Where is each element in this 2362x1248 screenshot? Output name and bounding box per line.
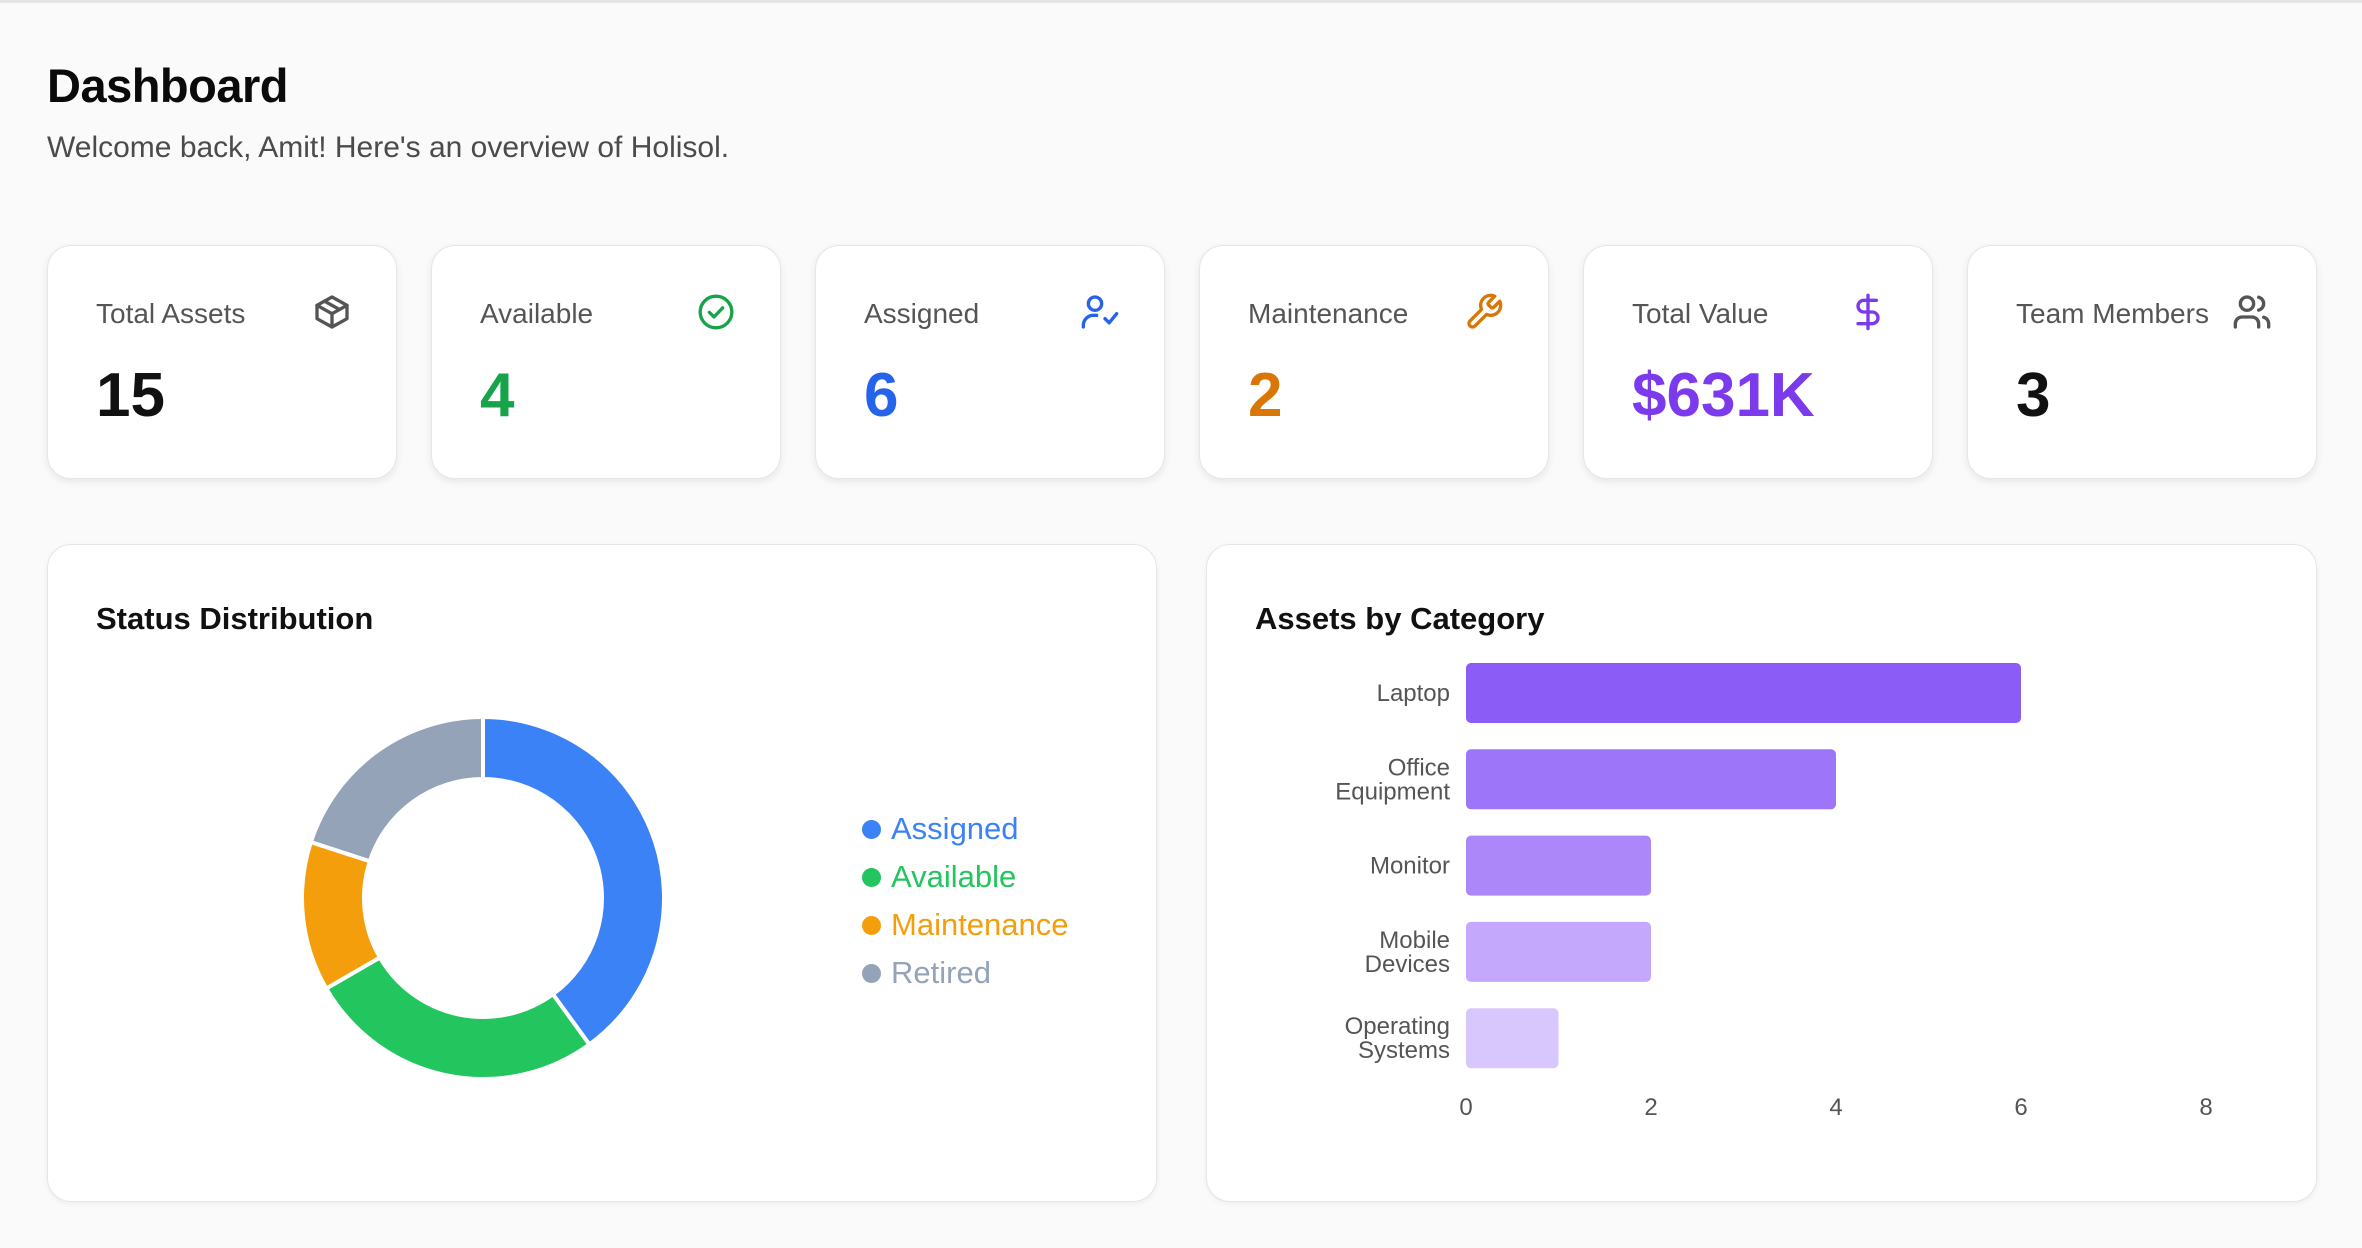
box-icon xyxy=(312,292,352,332)
stat-value: 6 xyxy=(864,361,899,430)
category-label: Systems xyxy=(1358,1037,1450,1064)
x-tick-label: 0 xyxy=(1459,1094,1472,1121)
legend-label: Available xyxy=(891,859,1017,894)
assets-by-category-panel: Assets by Category Laptop Office Equipment… xyxy=(1206,544,2317,1202)
stat-value: 4 xyxy=(480,361,515,430)
legend-dot xyxy=(862,915,881,935)
users-icon xyxy=(2232,292,2272,332)
bar-operating-systems xyxy=(1466,1008,1559,1069)
category-label: Office xyxy=(1388,754,1450,781)
page-subtitle: Welcome back, Amit! Here's an overview o… xyxy=(47,131,730,164)
x-tick-label: 2 xyxy=(1644,1094,1657,1121)
legend-dot xyxy=(862,867,881,887)
legend-dot xyxy=(862,819,881,839)
category-label: Mobile xyxy=(1379,927,1450,954)
stat-value: $631K xyxy=(1632,361,1815,430)
panel-title: Status Distribution xyxy=(96,601,374,636)
stats-row: Total Assets 15 Available 4 Assigned 6 M… xyxy=(47,245,2317,479)
legend-dot xyxy=(862,963,881,983)
stat-card-total-assets: Total Assets 15 xyxy=(47,245,397,479)
x-tick-label: 8 xyxy=(2199,1094,2212,1121)
x-tick-label: 4 xyxy=(1829,1094,1842,1121)
stat-card-maintenance: Maintenance 2 xyxy=(1199,245,1549,479)
stat-value: 2 xyxy=(1248,361,1283,430)
stat-label: Total Assets xyxy=(96,298,246,329)
dollar-icon xyxy=(1848,292,1888,332)
donut-slice-maintenance xyxy=(300,839,383,992)
user-check-icon xyxy=(1080,292,1120,332)
x-tick-label: 6 xyxy=(2014,1094,2027,1121)
check-circle-icon xyxy=(696,292,736,332)
donut-slice-assigned xyxy=(481,714,666,1048)
category-label: Laptop xyxy=(1377,680,1450,707)
legend-label: Retired xyxy=(891,955,991,990)
legend-label: Assigned xyxy=(891,811,1019,846)
bar-monitor xyxy=(1466,835,1651,896)
stat-label: Maintenance xyxy=(1248,298,1409,329)
page-title: Dashboard xyxy=(47,59,289,112)
stat-value: 15 xyxy=(96,361,165,430)
stat-card-available: Available 4 xyxy=(431,245,781,479)
bar-mobile-devices xyxy=(1466,921,1651,982)
legend-label: Maintenance xyxy=(891,907,1069,942)
bar-laptop xyxy=(1466,663,2021,723)
status-distribution-panel: Status Distribution Assigned Available Mai… xyxy=(47,544,1157,1202)
status-legend: Assigned Available Maintenance Retired xyxy=(862,805,1069,997)
panel-title: Assets by Category xyxy=(1255,601,1545,636)
stat-label: Total Value xyxy=(1632,298,1769,329)
stat-label: Assigned xyxy=(864,298,980,329)
legend-item-available[interactable]: Available xyxy=(862,853,1069,901)
stat-card-total-value: Total Value $631K xyxy=(1583,245,1933,479)
legend-item-retired[interactable]: Retired xyxy=(862,949,1069,997)
stat-label: Available xyxy=(480,298,594,329)
stat-card-team-members: Team Members 3 xyxy=(1967,245,2317,479)
page-header: Dashboard Welcome back, Amit! Here's an … xyxy=(47,56,729,168)
stat-value: 3 xyxy=(2016,361,2051,430)
status-donut-chart xyxy=(300,714,666,1081)
stat-card-assigned: Assigned 6 xyxy=(815,245,1165,479)
bar-office-equipment xyxy=(1466,749,1836,810)
donut-slice-available xyxy=(323,954,593,1081)
donut-slice-retired xyxy=(308,714,485,864)
legend-item-maintenance[interactable]: Maintenance xyxy=(862,901,1069,949)
wrench-icon xyxy=(1464,292,1504,332)
legend-item-assigned[interactable]: Assigned xyxy=(862,805,1069,853)
category-label: Monitor xyxy=(1370,853,1450,880)
category-label: Devices xyxy=(1365,951,1450,978)
category-label: Operating xyxy=(1345,1013,1450,1040)
stat-label: Team Members xyxy=(2016,298,2209,329)
top-divider xyxy=(0,0,2362,3)
category-label: Equipment xyxy=(1335,778,1450,805)
